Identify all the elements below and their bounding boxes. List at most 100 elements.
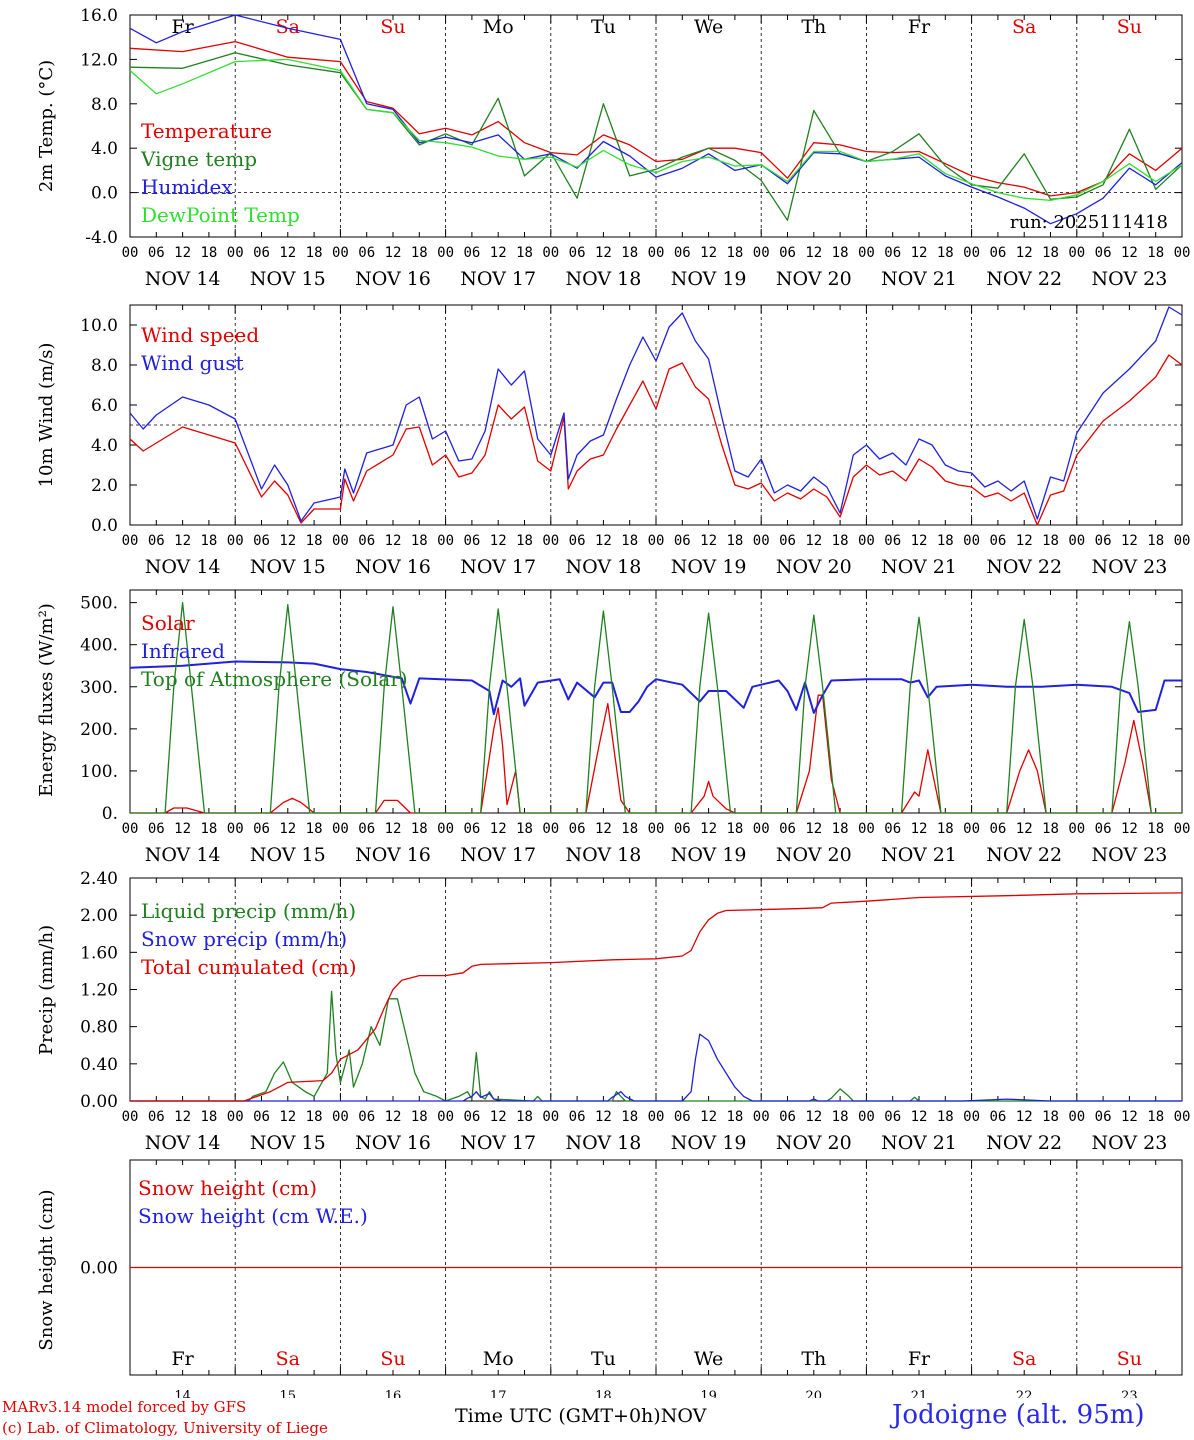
x-tick-label: 18 — [516, 821, 533, 837]
x-tick-label: 00 — [122, 821, 139, 837]
x-tick-label: 06 — [779, 821, 796, 837]
y-tick-label: 500. — [80, 594, 118, 614]
x-tick-label: 12 — [279, 533, 296, 549]
x-tick-label: 06 — [1095, 245, 1112, 261]
x-tick-label: 00 — [1174, 245, 1191, 261]
date-label: NOV 20 — [776, 268, 852, 290]
day-number-label: 23 — [1121, 1389, 1138, 1398]
panel-1: -4.0 0.0 4.0 8.0 12.0 16.0 2m Temp. (°C) 00 06 12… — [36, 6, 1190, 290]
series-line — [130, 1033, 1182, 1102]
x-tick-label: 12 — [805, 533, 822, 549]
x-tick-label: 12 — [279, 1109, 296, 1125]
x-tick-label: 06 — [253, 533, 270, 549]
x-tick-label: 06 — [989, 821, 1006, 837]
x-tick-label: 12 — [805, 821, 822, 837]
legend-entry: Snow height (cm) — [138, 1176, 317, 1200]
x-tick-label: 00 — [542, 245, 559, 261]
legend-entry: Top of Atmosphere (Solar) — [141, 667, 408, 691]
y-tick-label: 400. — [80, 636, 118, 656]
series-line — [129, 354, 1183, 526]
y-tick-label: 0.0 — [91, 184, 118, 204]
x-tick-label: 00 — [648, 821, 665, 837]
x-tick-label: 18 — [937, 245, 954, 261]
date-label: NOV 22 — [986, 556, 1062, 578]
y-tick-label: 10.0 — [80, 316, 118, 336]
x-tick-label: 18 — [1042, 821, 1059, 837]
x-tick-label: 00 — [858, 821, 875, 837]
y-tick-label: 100. — [80, 762, 118, 782]
x-tick-label: 18 — [726, 245, 743, 261]
day-number-label: 20 — [806, 1389, 823, 1398]
weekday-label: Su — [380, 16, 405, 38]
x-tick-label: 00 — [753, 245, 770, 261]
x-tick-label: 06 — [358, 1109, 375, 1125]
x-tick-label: 12 — [911, 533, 928, 549]
x-tick-label: 12 — [595, 245, 612, 261]
x-tick-label: 18 — [411, 245, 428, 261]
x-tick-label: 12 — [595, 821, 612, 837]
weekday-label: Fr — [171, 1348, 194, 1370]
date-label: NOV 14 — [145, 844, 221, 866]
x-tick-label: 06 — [884, 533, 901, 549]
x-tick-label: 00 — [858, 245, 875, 261]
date-label: NOV 19 — [671, 268, 747, 290]
x-tick-label: 18 — [726, 1109, 743, 1125]
x-tick-label: 00 — [542, 533, 559, 549]
date-label: NOV 18 — [565, 1132, 641, 1154]
x-tick-label: 12 — [1121, 821, 1138, 837]
y-tick-label: 0.40 — [80, 1055, 118, 1075]
x-tick-label: 06 — [884, 245, 901, 261]
day-number-label: 22 — [1016, 1389, 1033, 1398]
x-tick-label: 18 — [1042, 1109, 1059, 1125]
x-tick-label: 00 — [122, 245, 139, 261]
date-label: NOV 21 — [881, 1132, 957, 1154]
x-tick-label: 00 — [963, 533, 980, 549]
x-tick-label: 18 — [726, 533, 743, 549]
x-tick-label: 18 — [200, 533, 217, 549]
y-tick-label: 200. — [80, 720, 118, 740]
y-axis-label: Energy fluxes (W/m²) — [36, 603, 57, 797]
weekday-label: Sa — [1012, 16, 1036, 38]
x-tick-label: 12 — [595, 1109, 612, 1125]
x-tick-label: 18 — [200, 1109, 217, 1125]
y-axis-label: 2m Temp. (°C) — [36, 60, 57, 192]
date-label: NOV 16 — [355, 844, 431, 866]
legend-entry: DewPoint Temp — [141, 203, 300, 227]
date-label: NOV 17 — [460, 844, 536, 866]
x-tick-label: 12 — [490, 533, 507, 549]
date-label: NOV 22 — [986, 1132, 1062, 1154]
x-tick-label: 18 — [832, 821, 849, 837]
y-tick-label: 300. — [80, 678, 118, 698]
x-tick-label: 00 — [227, 821, 244, 837]
x-tick-label: 18 — [937, 821, 954, 837]
x-tick-label: 18 — [516, 1109, 533, 1125]
x-tick-label: 12 — [490, 1109, 507, 1125]
day-number-label: 16 — [385, 1389, 402, 1398]
x-tick-label: 18 — [1042, 533, 1059, 549]
x-tick-label: 12 — [805, 1109, 822, 1125]
series-line — [129, 14, 1183, 225]
weekday-label: Sa — [1012, 1348, 1036, 1370]
x-tick-label: 18 — [937, 533, 954, 549]
series-line — [130, 892, 1183, 1102]
x-tick-label: 00 — [227, 533, 244, 549]
date-label: NOV 14 — [145, 268, 221, 290]
x-tick-label: 06 — [148, 245, 165, 261]
date-label: NOV 23 — [1091, 844, 1167, 866]
day-number-label: 18 — [595, 1389, 612, 1398]
x-tick-label: 12 — [279, 821, 296, 837]
x-tick-label: 06 — [989, 533, 1006, 549]
x-tick-label: 12 — [805, 245, 822, 261]
date-label: NOV 15 — [250, 268, 326, 290]
x-tick-label: 06 — [674, 533, 691, 549]
x-tick-label: 18 — [516, 245, 533, 261]
x-tick-label: 06 — [253, 821, 270, 837]
x-tick-label: 12 — [490, 821, 507, 837]
date-label: NOV 23 — [1091, 268, 1167, 290]
x-tick-label: 18 — [516, 533, 533, 549]
panel-4: 0.00 0.40 0.80 1.20 1.60 2.00 2.40 Precip (mm/h… — [36, 869, 1190, 1154]
x-tick-label: 06 — [884, 821, 901, 837]
legend-entry: Vigne temp — [140, 147, 257, 171]
x-tick-label: 12 — [385, 533, 402, 549]
x-tick-label: 06 — [358, 245, 375, 261]
